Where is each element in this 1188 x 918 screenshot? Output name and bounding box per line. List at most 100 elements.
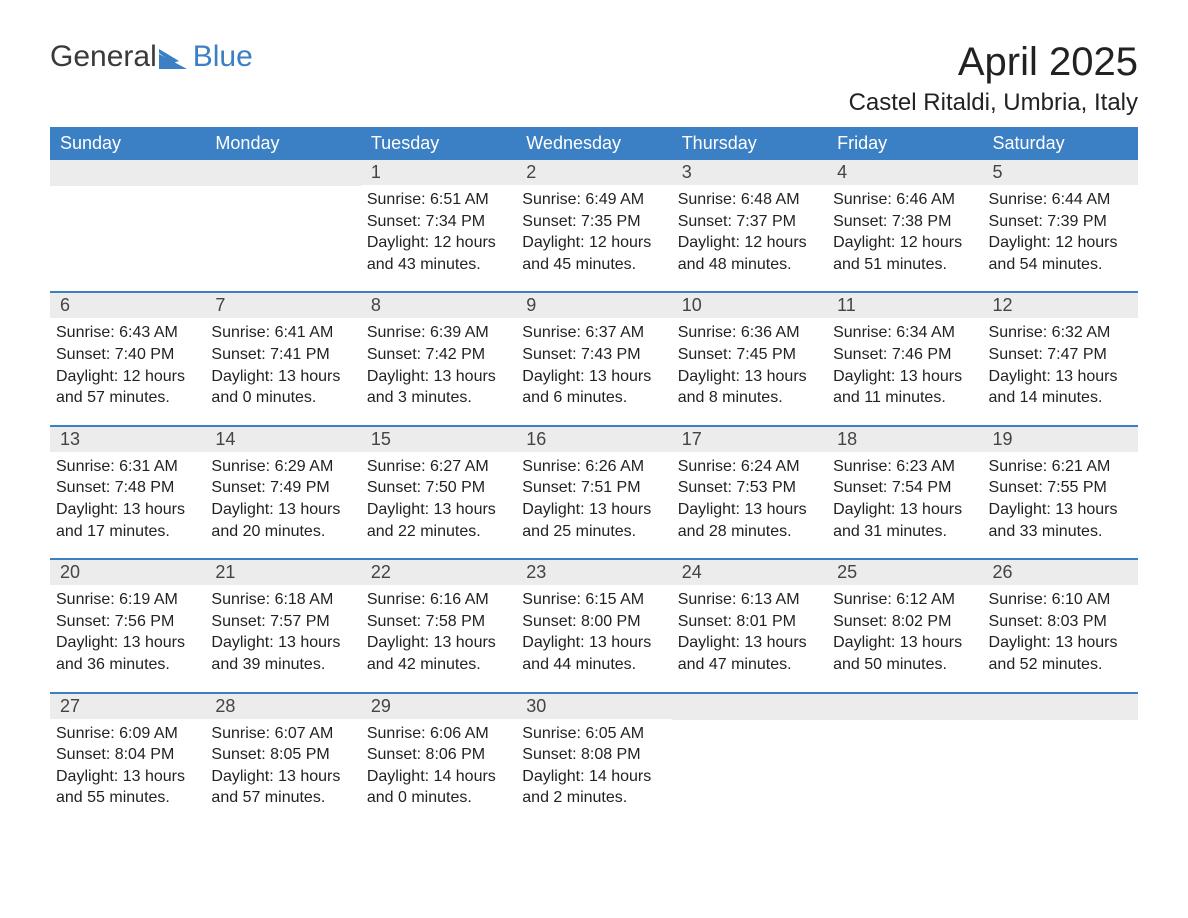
week-row: 27Sunrise: 6:09 AMSunset: 8:04 PMDayligh…	[50, 692, 1138, 825]
location-text: Castel Ritaldi, Umbria, Italy	[849, 89, 1138, 117]
day-content: Sunrise: 6:36 AMSunset: 7:45 PMDaylight:…	[672, 318, 827, 408]
sunset-text: Sunset: 7:50 PM	[367, 477, 508, 499]
day-number: 25	[827, 560, 982, 585]
sunrise-text: Sunrise: 6:51 AM	[367, 189, 508, 211]
day-cell: 27Sunrise: 6:09 AMSunset: 8:04 PMDayligh…	[50, 694, 205, 825]
day-content: Sunrise: 6:09 AMSunset: 8:04 PMDaylight:…	[50, 719, 205, 809]
daylight-text: Daylight: 13 hours and 31 minutes.	[833, 499, 974, 542]
sunset-text: Sunset: 7:42 PM	[367, 344, 508, 366]
weeks-container: 1Sunrise: 6:51 AMSunset: 7:34 PMDaylight…	[50, 160, 1138, 825]
day-cell: 15Sunrise: 6:27 AMSunset: 7:50 PMDayligh…	[361, 427, 516, 558]
day-content: Sunrise: 6:05 AMSunset: 8:08 PMDaylight:…	[516, 719, 671, 809]
day-cell: 20Sunrise: 6:19 AMSunset: 7:56 PMDayligh…	[50, 560, 205, 691]
day-number: 30	[516, 694, 671, 719]
daylight-text: Daylight: 14 hours and 2 minutes.	[522, 766, 663, 809]
daylight-text: Daylight: 13 hours and 36 minutes.	[56, 632, 197, 675]
sunrise-text: Sunrise: 6:07 AM	[211, 723, 352, 745]
day-number: 18	[827, 427, 982, 452]
daylight-text: Daylight: 12 hours and 45 minutes.	[522, 232, 663, 275]
sunset-text: Sunset: 7:34 PM	[367, 211, 508, 233]
day-number	[50, 160, 205, 186]
daylight-text: Daylight: 13 hours and 6 minutes.	[522, 366, 663, 409]
sunrise-text: Sunrise: 6:34 AM	[833, 322, 974, 344]
day-content: Sunrise: 6:26 AMSunset: 7:51 PMDaylight:…	[516, 452, 671, 542]
day-content: Sunrise: 6:41 AMSunset: 7:41 PMDaylight:…	[205, 318, 360, 408]
day-number: 12	[983, 293, 1138, 318]
day-content: Sunrise: 6:51 AMSunset: 7:34 PMDaylight:…	[361, 185, 516, 275]
daylight-text: Daylight: 13 hours and 17 minutes.	[56, 499, 197, 542]
sunset-text: Sunset: 8:06 PM	[367, 744, 508, 766]
sunset-text: Sunset: 7:45 PM	[678, 344, 819, 366]
daylight-text: Daylight: 13 hours and 11 minutes.	[833, 366, 974, 409]
sunrise-text: Sunrise: 6:49 AM	[522, 189, 663, 211]
sunset-text: Sunset: 7:43 PM	[522, 344, 663, 366]
day-header: Wednesday	[516, 127, 671, 160]
sunrise-text: Sunrise: 6:43 AM	[56, 322, 197, 344]
week-row: 13Sunrise: 6:31 AMSunset: 7:48 PMDayligh…	[50, 425, 1138, 558]
sunrise-text: Sunrise: 6:15 AM	[522, 589, 663, 611]
daylight-text: Daylight: 12 hours and 54 minutes.	[989, 232, 1130, 275]
day-number: 14	[205, 427, 360, 452]
sunrise-text: Sunrise: 6:13 AM	[678, 589, 819, 611]
day-number: 23	[516, 560, 671, 585]
day-cell: 29 Sunrise: 6:06 AMSunset: 8:06 PMDayligh…	[361, 694, 516, 825]
day-number: 6	[50, 293, 205, 318]
sunset-text: Sunset: 7:58 PM	[367, 611, 508, 633]
day-number: 5	[983, 160, 1138, 185]
sunset-text: Sunset: 7:41 PM	[211, 344, 352, 366]
day-cell: 16Sunrise: 6:26 AMSunset: 7:51 PMDayligh…	[516, 427, 671, 558]
sunrise-text: Sunrise: 6:19 AM	[56, 589, 197, 611]
day-number	[672, 694, 827, 720]
day-number: 3	[672, 160, 827, 185]
daylight-text: Daylight: 13 hours and 14 minutes.	[989, 366, 1130, 409]
daylight-text: Daylight: 14 hours and 0 minutes.	[367, 766, 508, 809]
day-number: 10	[672, 293, 827, 318]
day-cell: 28Sunrise: 6:07 AMSunset: 8:05 PMDayligh…	[205, 694, 360, 825]
day-cell: 2Sunrise: 6:49 AMSunset: 7:35 PMDaylight…	[516, 160, 671, 291]
day-content: Sunrise: 6:24 AMSunset: 7:53 PMDaylight:…	[672, 452, 827, 542]
sunset-text: Sunset: 7:49 PM	[211, 477, 352, 499]
week-row: 6Sunrise: 6:43 AMSunset: 7:40 PMDaylight…	[50, 291, 1138, 424]
day-cell: 19Sunrise: 6:21 AMSunset: 7:55 PMDayligh…	[983, 427, 1138, 558]
day-content: Sunrise: 6:31 AMSunset: 7:48 PMDaylight:…	[50, 452, 205, 542]
sunrise-text: Sunrise: 6:23 AM	[833, 456, 974, 478]
day-number: 21	[205, 560, 360, 585]
sunrise-text: Sunrise: 6:37 AM	[522, 322, 663, 344]
day-cell: 1Sunrise: 6:51 AMSunset: 7:34 PMDaylight…	[361, 160, 516, 291]
sunrise-text: Sunrise: 6:21 AM	[989, 456, 1130, 478]
sunset-text: Sunset: 7:48 PM	[56, 477, 197, 499]
daylight-text: Daylight: 13 hours and 47 minutes.	[678, 632, 819, 675]
daylight-text: Daylight: 13 hours and 8 minutes.	[678, 366, 819, 409]
week-row: 1Sunrise: 6:51 AMSunset: 7:34 PMDaylight…	[50, 160, 1138, 291]
daylight-text: Daylight: 12 hours and 48 minutes.	[678, 232, 819, 275]
daylight-text: Daylight: 13 hours and 20 minutes.	[211, 499, 352, 542]
day-content: Sunrise: 6:12 AMSunset: 8:02 PMDaylight:…	[827, 585, 982, 675]
day-content: Sunrise: 6:21 AMSunset: 7:55 PMDaylight:…	[983, 452, 1138, 542]
day-cell: 8Sunrise: 6:39 AMSunset: 7:42 PMDaylight…	[361, 293, 516, 424]
day-cell: 14Sunrise: 6:29 AMSunset: 7:49 PMDayligh…	[205, 427, 360, 558]
sunset-text: Sunset: 8:08 PM	[522, 744, 663, 766]
sunrise-text: Sunrise: 6:06 AM	[367, 723, 508, 745]
day-number: 29	[361, 694, 516, 719]
daylight-text: Daylight: 13 hours and 22 minutes.	[367, 499, 508, 542]
day-cell: 7Sunrise: 6:41 AMSunset: 7:41 PMDaylight…	[205, 293, 360, 424]
day-content: Sunrise: 6:15 AMSunset: 8:00 PMDaylight:…	[516, 585, 671, 675]
sunrise-text: Sunrise: 6:12 AM	[833, 589, 974, 611]
day-content: Sunrise: 6:37 AMSunset: 7:43 PMDaylight:…	[516, 318, 671, 408]
sunrise-text: Sunrise: 6:05 AM	[522, 723, 663, 745]
day-cell	[827, 694, 982, 825]
daylight-text: Daylight: 13 hours and 52 minutes.	[989, 632, 1130, 675]
day-content: Sunrise: 6:49 AMSunset: 7:35 PMDaylight:…	[516, 185, 671, 275]
day-number: 27	[50, 694, 205, 719]
day-content: Sunrise: 6:23 AMSunset: 7:54 PMDaylight:…	[827, 452, 982, 542]
day-cell: 10Sunrise: 6:36 AMSunset: 7:45 PMDayligh…	[672, 293, 827, 424]
day-header: Monday	[205, 127, 360, 160]
day-number: 1	[361, 160, 516, 185]
sunrise-text: Sunrise: 6:39 AM	[367, 322, 508, 344]
day-header: Tuesday	[361, 127, 516, 160]
day-content: Sunrise: 6:27 AMSunset: 7:50 PMDaylight:…	[361, 452, 516, 542]
daylight-text: Daylight: 12 hours and 57 minutes.	[56, 366, 197, 409]
day-cell	[672, 694, 827, 825]
day-number: 19	[983, 427, 1138, 452]
sunrise-text: Sunrise: 6:48 AM	[678, 189, 819, 211]
